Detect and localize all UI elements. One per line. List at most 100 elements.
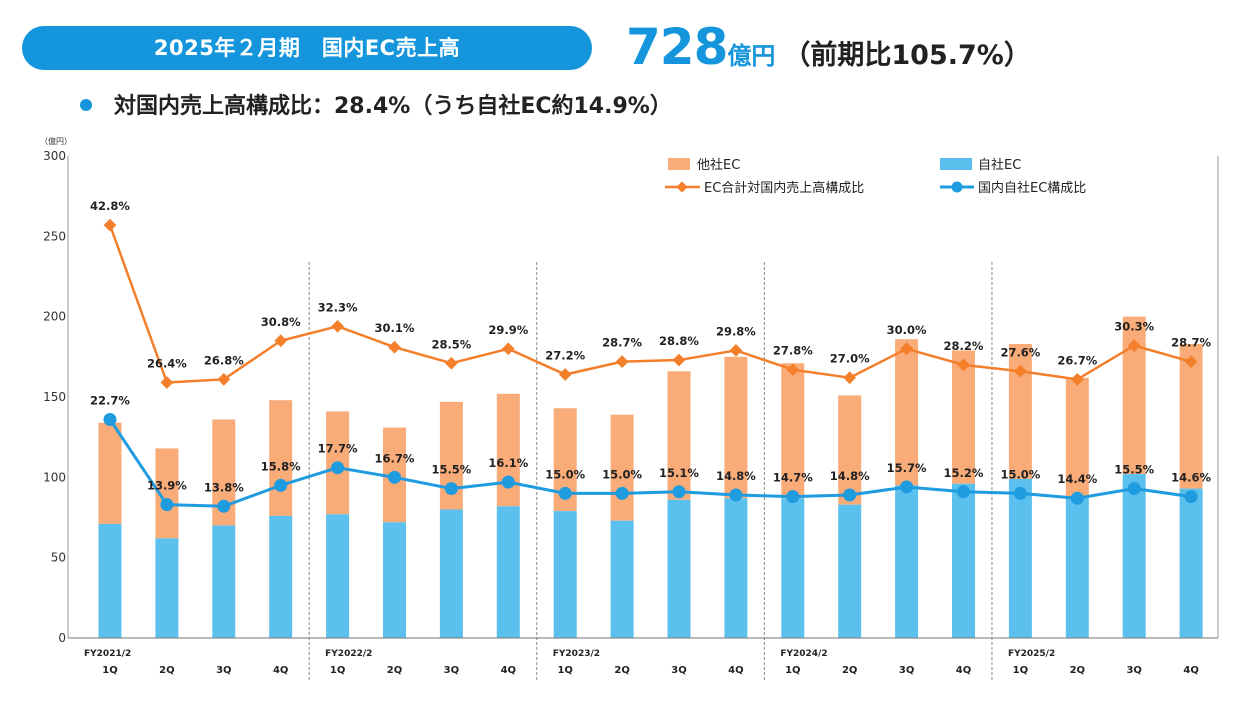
page-title-pill: 2025年２月期 国内EC売上高 — [22, 26, 592, 70]
legend-marker-ec-ratio — [676, 181, 688, 193]
bar-own-ec — [952, 483, 975, 638]
x-tick-label: 4Q — [956, 665, 971, 676]
bar-other-ec — [1008, 343, 1032, 479]
legend-swatch-own-ec — [940, 158, 972, 170]
ec-ratio-point — [388, 340, 401, 354]
own-ratio-point — [1070, 491, 1084, 505]
ec-ratio-point — [331, 319, 344, 333]
bar-own-ec — [610, 520, 634, 638]
own-ratio-label: 15.5% — [1114, 463, 1154, 477]
bars — [98, 316, 1203, 638]
bar-other-ec — [781, 363, 805, 499]
bar-own-ec — [553, 511, 577, 638]
bar-own-ec — [98, 523, 122, 638]
bar-own-ec — [212, 525, 236, 638]
legend-label-other-ec: 他社EC — [697, 157, 740, 173]
own-ratio-label: 15.1% — [659, 466, 699, 480]
bar-own-ec — [326, 514, 350, 638]
ec-ratio-label: 30.1% — [375, 321, 415, 335]
own-ratio-point — [729, 488, 743, 502]
own-ratio-point — [160, 498, 174, 512]
fiscal-year-label: FY2025/2 — [1008, 649, 1055, 659]
y-axis-unit: （億円） — [40, 136, 72, 146]
own-ratio-label: 15.5% — [431, 463, 471, 477]
own-ratio-point — [900, 480, 914, 494]
own-ratio-label: 15.2% — [944, 466, 984, 480]
own-ratio-label: 13.8% — [204, 480, 244, 494]
bar-other-ec — [895, 339, 919, 486]
headline-yoy: （前期比105.7%） — [783, 40, 1031, 71]
ec-ratio-label: 27.0% — [830, 352, 870, 366]
own-ratio-label: 16.7% — [375, 451, 415, 465]
x-tick-label: 4Q — [1183, 665, 1198, 676]
bar-own-ec — [724, 498, 748, 638]
ec-ratio-point — [445, 356, 458, 370]
ec-ratio-point — [729, 344, 743, 357]
bar-own-ec — [383, 522, 406, 638]
ec-ratio-point — [501, 342, 515, 356]
own-ratio-label: 15.0% — [602, 467, 642, 481]
ec-ratio-label: 28.7% — [1171, 336, 1211, 350]
own-ratio-point — [501, 475, 515, 489]
ec-ratio-label: 26.7% — [1057, 353, 1097, 367]
bar-other-ec — [838, 395, 862, 505]
y-tick-label: 200 — [43, 310, 66, 324]
bar-own-ec — [496, 506, 520, 638]
x-tick-label: 1Q — [330, 665, 345, 676]
ec-ratio-label: 30.0% — [887, 323, 927, 337]
bar-own-ec — [439, 509, 463, 638]
own-ratio-point — [331, 461, 345, 475]
page-title: 2025年２月期 国内EC売上高 — [153, 36, 461, 60]
legend-label-ec-ratio: EC合計対国内売上高構成比 — [704, 180, 864, 196]
own-ratio-point — [103, 412, 117, 426]
own-ratio-point — [672, 485, 686, 499]
ec-ratio-point — [615, 355, 629, 369]
fiscal-year-label: FY2021/2 — [84, 649, 131, 659]
subline-text: 対国内売上高構成比：28.4%（うち自社EC約14.9%） — [114, 94, 672, 119]
own-ratio-label: 13.9% — [147, 479, 187, 493]
bar-other-ec — [1179, 343, 1203, 489]
own-ratio-label: 15.0% — [545, 467, 585, 481]
x-tick-label: 2Q — [159, 665, 174, 676]
bullet-dot-icon — [80, 99, 92, 111]
bar-own-ec — [781, 498, 805, 638]
ec-ratio-point — [843, 371, 857, 385]
bar-own-ec — [155, 538, 179, 638]
own-ratio-point — [843, 488, 857, 502]
ec-ratio-label: 30.3% — [1114, 320, 1154, 334]
bar-own-ec — [838, 504, 862, 638]
own-ratio-label: 14.7% — [773, 471, 813, 485]
own-ratio-point — [444, 482, 458, 496]
own-ratio-label: 17.7% — [318, 442, 358, 456]
headline-unit: 億円 — [727, 42, 776, 70]
y-tick-label: 300 — [43, 149, 66, 163]
x-tick-label: 1Q — [785, 665, 800, 676]
x-tick-label: 1Q — [1013, 665, 1028, 676]
own-ratio-point — [786, 490, 800, 504]
ec-ratio-point — [672, 353, 686, 367]
ec-ratio-label: 26.8% — [204, 353, 244, 367]
x-tick-label: 1Q — [557, 665, 572, 676]
ec-ratio-label: 27.8% — [773, 344, 813, 358]
own-ratio-label: 14.4% — [1057, 472, 1097, 486]
ec-ratio-label: 42.8% — [90, 199, 130, 213]
ec-ratio-label: 28.8% — [659, 334, 699, 348]
own-ratio-point — [558, 486, 572, 500]
bar-own-ec — [1122, 474, 1146, 638]
fiscal-year-label: FY2024/2 — [780, 649, 827, 659]
x-tick-label: 3Q — [899, 665, 914, 676]
bar-other-ec — [553, 408, 577, 512]
ec-ratio-label: 26.4% — [147, 357, 187, 371]
own-ratio-label: 14.8% — [830, 469, 870, 483]
x-tick-label: 4Q — [273, 665, 288, 676]
bar-other-ec — [98, 422, 122, 524]
bar-other-ec — [724, 356, 748, 499]
ec-ratio-line — [108, 224, 1192, 384]
subline: 対国内売上高構成比：28.4%（うち自社EC約14.9%） — [80, 88, 672, 120]
x-tick-label: 3Q — [216, 665, 231, 676]
ec-ratio-label: 30.8% — [261, 315, 301, 329]
x-tick-label: 3Q — [1126, 665, 1141, 676]
x-tick-label: 2Q — [387, 665, 402, 676]
own-ratio-point — [957, 485, 970, 499]
